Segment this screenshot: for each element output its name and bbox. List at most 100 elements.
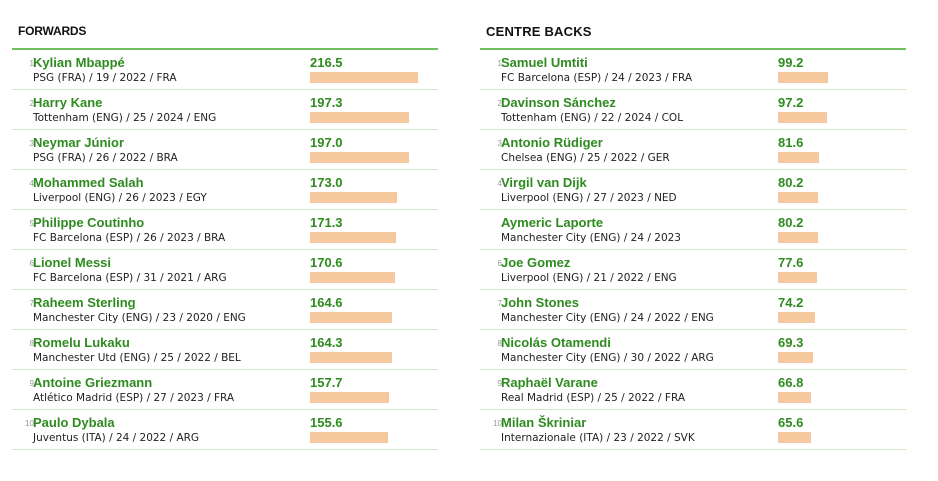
value-bar [310,112,409,123]
rank-label: 8 [29,339,34,348]
player-name: Davinson Sánchez [501,95,616,110]
player-detail: Manchester City (ENG) / 24 / 2023 [501,232,681,244]
list-item: 4 Virgil van Dijk Liverpool (ENG) / 27 / 2… [480,170,906,210]
list-item: 3 Antonio Rüdiger Chelsea (ENG) / 25 / 202… [480,130,906,170]
player-name: Joe Gomez [501,255,571,270]
rank-label: 9 [29,379,34,388]
player-name: Lionel Messi [33,255,112,270]
player-detail: Liverpool (ENG) / 27 / 2023 / NED [501,192,677,204]
rank-label: 4 [497,179,502,188]
list-item: 1 Kylian Mbappé PSG (FRA) / 19 / 2022 / FR… [12,50,438,90]
rank-label: 2 [29,99,34,108]
player-detail: Manchester City (ENG) / 24 / 2022 / ENG [501,312,714,324]
list-item: 2 Harry Kane Tottenham (ENG) / 25 / 2024 /… [12,90,438,130]
value-label: 170.6 [310,255,343,270]
list-item: 6 Lionel Messi FC Barcelona (ESP) / 31 / 2… [12,250,438,290]
value-label: 80.2 [778,215,804,230]
list-item: 9 Antoine Griezmann Atlético Madrid (ESP) … [12,370,438,410]
player-name: Antonio Rüdiger [501,135,603,150]
player-name: John Stones [501,295,580,310]
value-bar [778,112,827,123]
player-detail: Tottenham (ENG) / 25 / 2024 / ENG [33,112,217,124]
value-bar [310,152,409,163]
player-detail: FC Barcelona (ESP) / 26 / 2023 / BRA [33,232,226,244]
player-detail: Atlético Madrid (ESP) / 27 / 2023 / FRA [33,392,235,404]
player-name: Samuel Umtiti [501,55,588,70]
player-name: Aymeric Laporte [501,215,604,230]
player-name: Antoine Griezmann [33,375,153,390]
value-bar [310,392,389,403]
rank-label: 10 [493,419,502,428]
list-item: . Aymeric Laporte Manchester City (ENG) / … [480,210,906,250]
value-label: 197.3 [310,95,343,110]
value-bar [778,152,819,163]
player-detail: Real Madrid (ESP) / 25 / 2022 / FRA [501,392,686,404]
rank-label: 5 [29,219,34,228]
player-detail: Juventus (ITA) / 24 / 2022 / ARG [33,432,200,444]
value-label: 155.6 [310,415,343,430]
list-item: 2 Davinson Sánchez Tottenham (ENG) / 22 / … [480,90,906,130]
value-bar [310,432,388,443]
value-label: 216.5 [310,55,343,70]
value-bar [778,192,818,203]
rank-label: 1 [497,59,502,68]
panel-divider [12,48,438,50]
player-name: Paulo Dybala [33,415,115,430]
player-detail: PSG (FRA) / 26 / 2022 / BRA [33,152,178,164]
list-item: 1 Samuel Umtiti FC Barcelona (ESP) / 24 / … [480,50,906,90]
player-detail: Manchester City (ENG) / 23 / 2020 / ENG [33,312,246,324]
player-detail: Liverpool (ENG) / 26 / 2023 / EGY [33,192,207,204]
value-bar [778,352,813,363]
value-label: 97.2 [778,95,804,110]
rank-label: 4 [29,179,34,188]
player-detail: FC Barcelona (ESP) / 24 / 2023 / FRA [501,72,693,84]
value-label: 65.6 [778,415,804,430]
player-name: Neymar Júnior [33,135,125,150]
value-label: 74.2 [778,295,804,310]
list-item: 4 Mohammed Salah Liverpool (ENG) / 26 / 20… [12,170,438,210]
centre-backs-list: 1 Samuel Umtiti FC Barcelona (ESP) / 24 / … [480,50,906,450]
player-detail: Manchester City (ENG) / 30 / 2022 / ARG [501,352,714,364]
value-bar [310,352,392,363]
value-label: 81.6 [778,135,804,150]
player-detail: PSG (FRA) / 19 / 2022 / FRA [33,72,177,84]
value-label: 77.6 [778,255,804,270]
list-item: 8 Romelu Lukaku Manchester Utd (ENG) / 25 … [12,330,438,370]
player-name: Harry Kane [33,95,103,110]
list-item: 5 Philippe Coutinho FC Barcelona (ESP) / 2… [12,210,438,250]
rank-label: 2 [497,99,502,108]
panel-title: CENTRE BACKS [486,24,592,39]
value-bar [778,392,811,403]
value-label: 80.2 [778,175,804,190]
player-detail: Chelsea (ENG) / 25 / 2022 / GER [501,152,670,164]
player-name: Virgil van Dijk [501,175,587,190]
list-item: 10 Paulo Dybala Juventus (ITA) / 24 / 2022… [12,410,438,450]
forwards-list: 1 Kylian Mbappé PSG (FRA) / 19 / 2022 / FR… [12,50,438,450]
list-item: 10 Milan Škriniar Internazionale (ITA) / 2… [480,410,906,450]
rank-label: 8 [497,339,502,348]
panel-divider [480,48,906,50]
value-bar [778,232,818,243]
value-bar [310,272,395,283]
player-detail: Manchester Utd (ENG) / 25 / 2022 / BEL [33,352,241,364]
rank-label: 6 [497,259,502,268]
value-bar [778,312,815,323]
rank-label: . [499,219,502,228]
panel-title: FORWARDS [18,24,87,38]
value-label: 164.6 [310,295,343,310]
player-detail: FC Barcelona (ESP) / 31 / 2021 / ARG [33,272,227,284]
player-name: Raheem Sterling [33,295,136,310]
player-detail: Internazionale (ITA) / 23 / 2022 / SVK [501,432,695,444]
player-name: Raphaël Varane [501,375,598,390]
value-label: 157.7 [310,375,343,390]
rank-label: 10 [25,419,34,428]
player-detail: Liverpool (ENG) / 21 / 2022 / ENG [501,272,677,284]
list-item: 7 Raheem Sterling Manchester City (ENG) / … [12,290,438,330]
value-label: 164.3 [310,335,343,350]
value-bar [310,312,392,323]
player-name: Romelu Lukaku [33,335,130,350]
player-name: Milan Škriniar [501,415,587,430]
value-label: 69.3 [778,335,804,350]
rank-label: 7 [29,299,34,308]
value-bar [778,72,828,83]
